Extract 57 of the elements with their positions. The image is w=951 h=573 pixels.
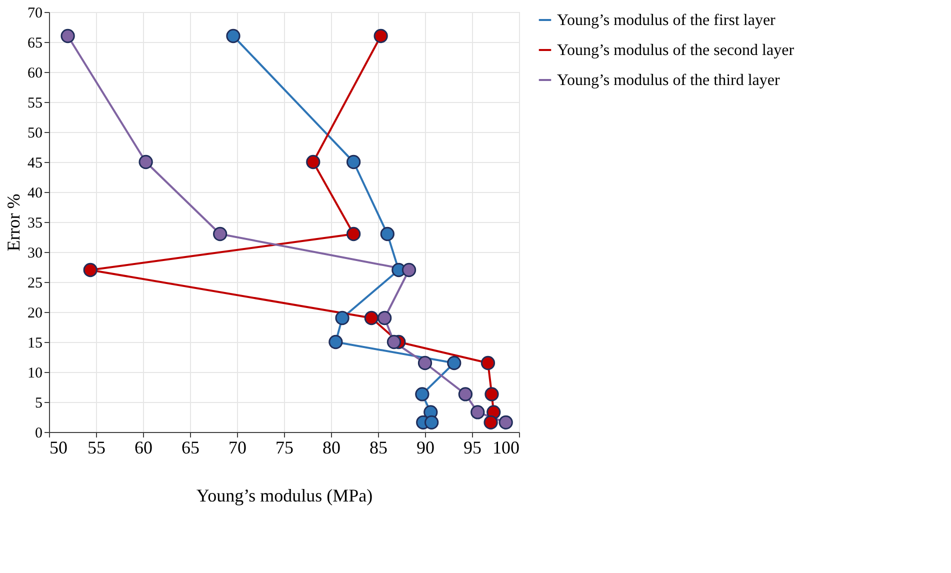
y-tick-label: 70 <box>28 6 42 22</box>
point <box>374 28 388 44</box>
y-tick-label: 65 <box>28 36 42 52</box>
y-axis-title: Error % <box>4 194 24 252</box>
legend-label: Young’s modulus of the first layer <box>557 12 776 29</box>
x-tick-label: 60 <box>134 438 152 458</box>
point <box>447 356 462 370</box>
x-axis-title: Young’s modulus (MPa) <box>196 486 373 506</box>
x-tick-label: 85 <box>370 438 388 458</box>
point <box>213 226 228 242</box>
legend-label: Young’s modulus of the third layer <box>557 72 780 89</box>
point <box>346 226 361 242</box>
y-tick-label: 35 <box>28 216 42 232</box>
x-tick-label: 65 <box>182 438 200 458</box>
x-tick-label: 55 <box>88 438 106 458</box>
y-tick-label: 45 <box>28 156 42 172</box>
point <box>364 310 378 326</box>
point <box>386 334 402 350</box>
x-tick-label: 80 <box>322 438 340 458</box>
x-tick-label: 75 <box>276 438 294 458</box>
point <box>83 262 98 278</box>
y-tick-label: 30 <box>28 246 42 262</box>
y-tick-label: 10 <box>28 366 42 382</box>
y-tick-label: 15 <box>28 336 42 352</box>
x-tick-label: 50 <box>50 438 68 458</box>
point <box>335 310 350 326</box>
x-tick-label: 90 <box>416 438 434 458</box>
point <box>498 415 513 430</box>
point <box>458 387 472 402</box>
point <box>415 387 430 402</box>
point <box>226 28 240 44</box>
point <box>402 262 416 278</box>
y-tick-label: 0 <box>35 426 42 442</box>
point <box>480 356 496 370</box>
x-tick-label: 70 <box>228 438 246 458</box>
point <box>418 356 432 370</box>
point <box>138 154 153 170</box>
point <box>60 28 75 44</box>
point <box>484 387 499 402</box>
y-tick-label: 5 <box>35 396 42 412</box>
point <box>306 154 320 170</box>
point <box>470 405 485 420</box>
point <box>484 415 498 430</box>
point <box>424 415 439 430</box>
point <box>328 334 343 350</box>
point <box>380 226 394 242</box>
y-tick-label: 40 <box>28 186 42 202</box>
x-tick-label: 100 <box>492 438 520 458</box>
y-tick-label: 50 <box>28 126 42 142</box>
legend-label: Young’s modulus of the second layer <box>557 42 795 59</box>
point <box>346 154 361 170</box>
y-tick-label: 25 <box>28 276 42 292</box>
y-tick-label: 60 <box>28 66 42 82</box>
x-tick-label: 95 <box>464 438 482 458</box>
y-tick-label: 20 <box>28 306 42 322</box>
point <box>378 310 392 326</box>
y-tick-label: 55 <box>28 96 42 112</box>
